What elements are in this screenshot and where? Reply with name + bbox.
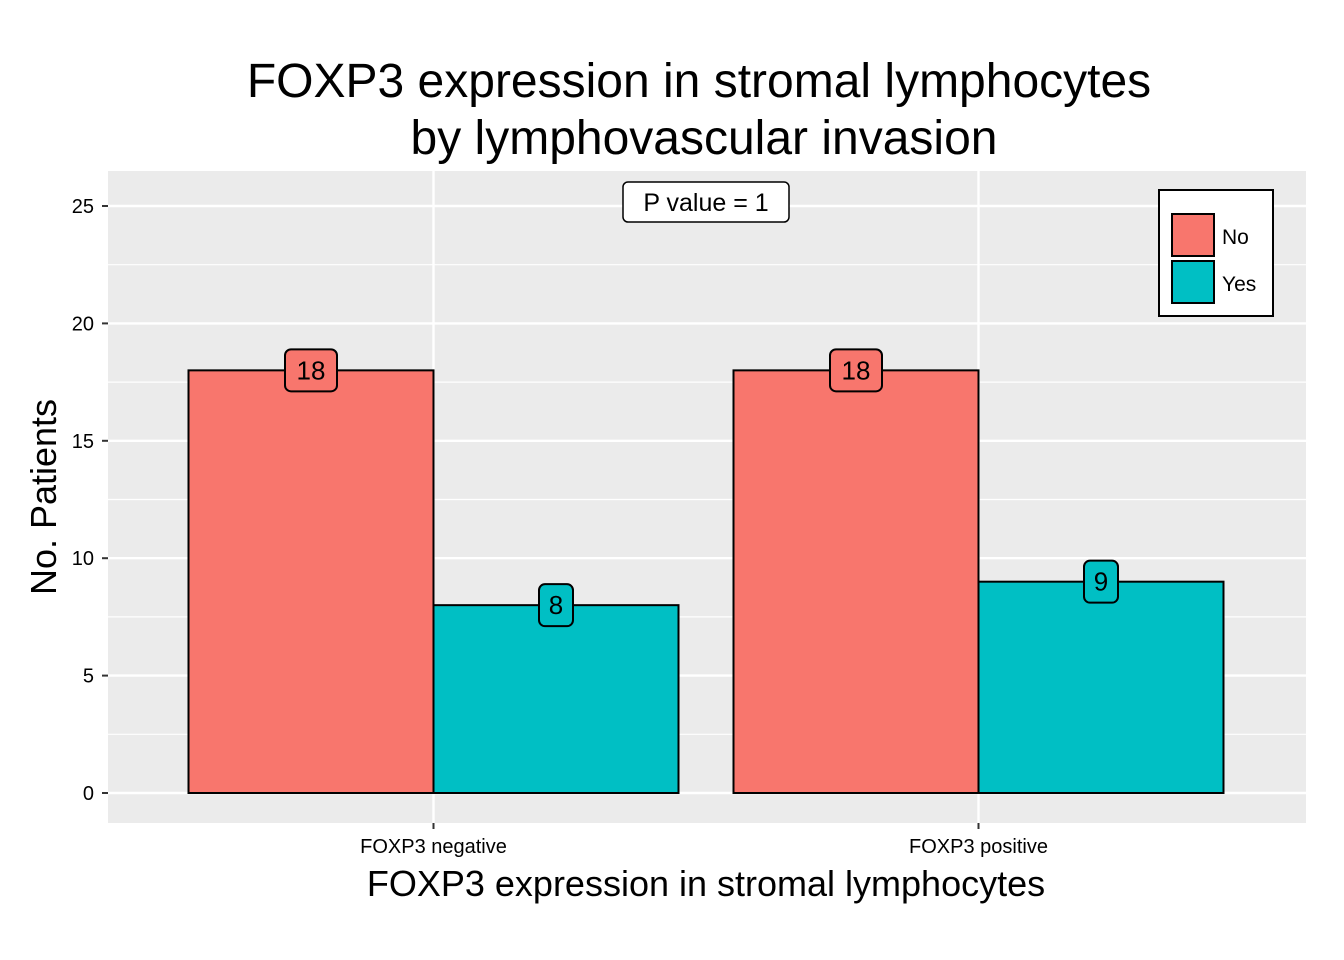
- x-tick-label: FOXP3 positive: [909, 836, 1048, 858]
- legend: No Yes: [1158, 189, 1274, 317]
- y-axis: 0 5 10 15 20 25: [72, 196, 108, 805]
- p-value-box: [622, 181, 790, 223]
- bar-label-box: [1083, 559, 1119, 604]
- bar-value-label: 8: [549, 590, 563, 620]
- y-tick-label: 20: [72, 313, 94, 335]
- y-tick-label: 0: [83, 783, 94, 805]
- p-value-annotation: P value = 1: [622, 181, 790, 223]
- bar-value-label: 18: [842, 355, 871, 385]
- x-axis-title: FOXP3 expression in stromal lymphocytes: [367, 863, 1045, 904]
- bars: [187, 369, 1225, 794]
- bar-value-label: 18: [297, 355, 326, 385]
- legend-key-yes: [1171, 260, 1215, 304]
- y-tick-label: 5: [83, 666, 94, 688]
- y-tick-label: 10: [72, 548, 94, 570]
- bar-label-box: [538, 583, 574, 628]
- legend-label-no: No: [1222, 226, 1249, 249]
- bar-label-box: [829, 348, 883, 393]
- y-axis-title: No. Patients: [23, 399, 64, 595]
- x-axis: FOXP3 negative FOXP3 positive: [360, 823, 1048, 858]
- y-tick-label: 25: [72, 196, 94, 218]
- bar-value-labels: 18 8 18 9: [284, 348, 1119, 628]
- x-tick-label: FOXP3 negative: [360, 836, 507, 858]
- y-tick-label: 15: [72, 431, 94, 453]
- bar-yes: [977, 580, 1225, 794]
- chart-title-line-1: FOXP3 expression in stromal lymphocytes: [247, 55, 1151, 108]
- bar-yes: [432, 604, 680, 794]
- bar-label-box: [284, 348, 338, 393]
- bar-no: [732, 369, 980, 794]
- bar-no: [187, 369, 435, 794]
- chart-title-line-2: by lymphovascular invasion: [411, 112, 998, 165]
- legend-key-no: [1171, 213, 1215, 257]
- bar-value-label: 9: [1094, 567, 1108, 597]
- p-value-label: P value = 1: [643, 189, 768, 217]
- legend-label-yes: Yes: [1222, 273, 1256, 296]
